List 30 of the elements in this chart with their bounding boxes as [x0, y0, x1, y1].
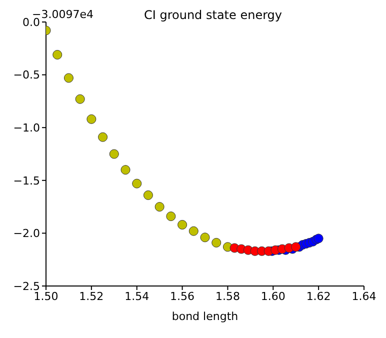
- point: [120, 165, 130, 175]
- point: [154, 202, 164, 212]
- y-tick-label: −0.5: [13, 68, 40, 82]
- chart-title: CI ground state energy: [144, 8, 282, 22]
- x-tick-label: 1.64: [352, 290, 376, 303]
- x-tick-label: 1.56: [170, 290, 195, 303]
- point: [166, 212, 176, 222]
- point: [132, 178, 142, 188]
- point: [212, 238, 222, 248]
- y-tick-label: −1.0: [13, 122, 40, 135]
- point: [109, 149, 119, 159]
- point: [178, 220, 188, 230]
- point: [98, 132, 108, 142]
- y-tick-label: −2.0: [13, 227, 40, 240]
- point: [291, 242, 301, 252]
- point: [52, 50, 62, 60]
- x-tick-label: 1.60: [260, 290, 286, 303]
- x-tick-label: 1.54: [124, 290, 150, 303]
- point: [143, 190, 153, 200]
- x-axis-title: bond length: [172, 310, 238, 323]
- x-tick-label: 1.58: [215, 290, 240, 303]
- point: [200, 232, 210, 242]
- x-tick-label: 1.62: [306, 290, 331, 303]
- x-tick-label: 1.52: [79, 290, 104, 303]
- point: [86, 114, 96, 124]
- y-tick-label: −1.5: [13, 174, 40, 188]
- point: [75, 94, 85, 104]
- y-tick-label: 0.0: [22, 16, 40, 29]
- point: [64, 73, 74, 83]
- point: [188, 226, 198, 236]
